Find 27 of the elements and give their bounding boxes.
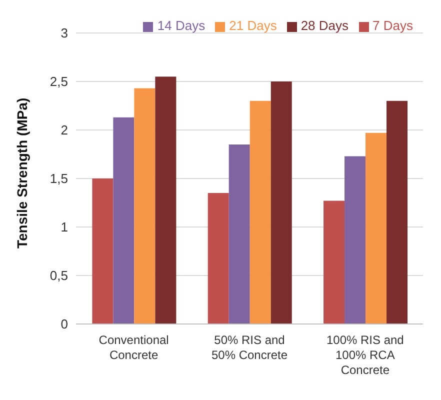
bar	[344, 156, 366, 324]
bar	[270, 82, 292, 324]
bar	[208, 193, 229, 324]
y-tick-label: 0	[60, 316, 68, 332]
bar	[92, 178, 114, 324]
y-axis-title: Tensile Strength (MPa)	[14, 98, 30, 248]
x-tick-label: 50% RIS and 50% Concrete	[211, 333, 288, 362]
y-tick-label: 1	[60, 220, 68, 235]
x-tick-label: 100% RIS and 100% RCA Concrete	[326, 333, 404, 377]
bar	[228, 144, 250, 324]
legend-label: 14 Days	[157, 18, 206, 33]
y-tick-label: 0,5	[50, 268, 68, 284]
bar	[386, 100, 408, 324]
y-tick-label: 1,5	[50, 171, 68, 186]
x-tick-label: Conventional Concrete	[98, 333, 169, 362]
legend-label: 21 Days	[229, 18, 277, 33]
y-tick-label: 2	[60, 122, 68, 138]
legend-label: 28 Days	[300, 18, 349, 33]
legend-label: 7 Days	[372, 18, 413, 33]
y-tick-label: 2,5	[50, 74, 68, 90]
bar	[155, 76, 176, 324]
y-tick-label: 3	[60, 26, 68, 41]
bar	[324, 200, 345, 324]
bar	[250, 100, 271, 324]
bar	[113, 117, 134, 324]
bar	[366, 132, 387, 324]
bar	[134, 88, 156, 324]
